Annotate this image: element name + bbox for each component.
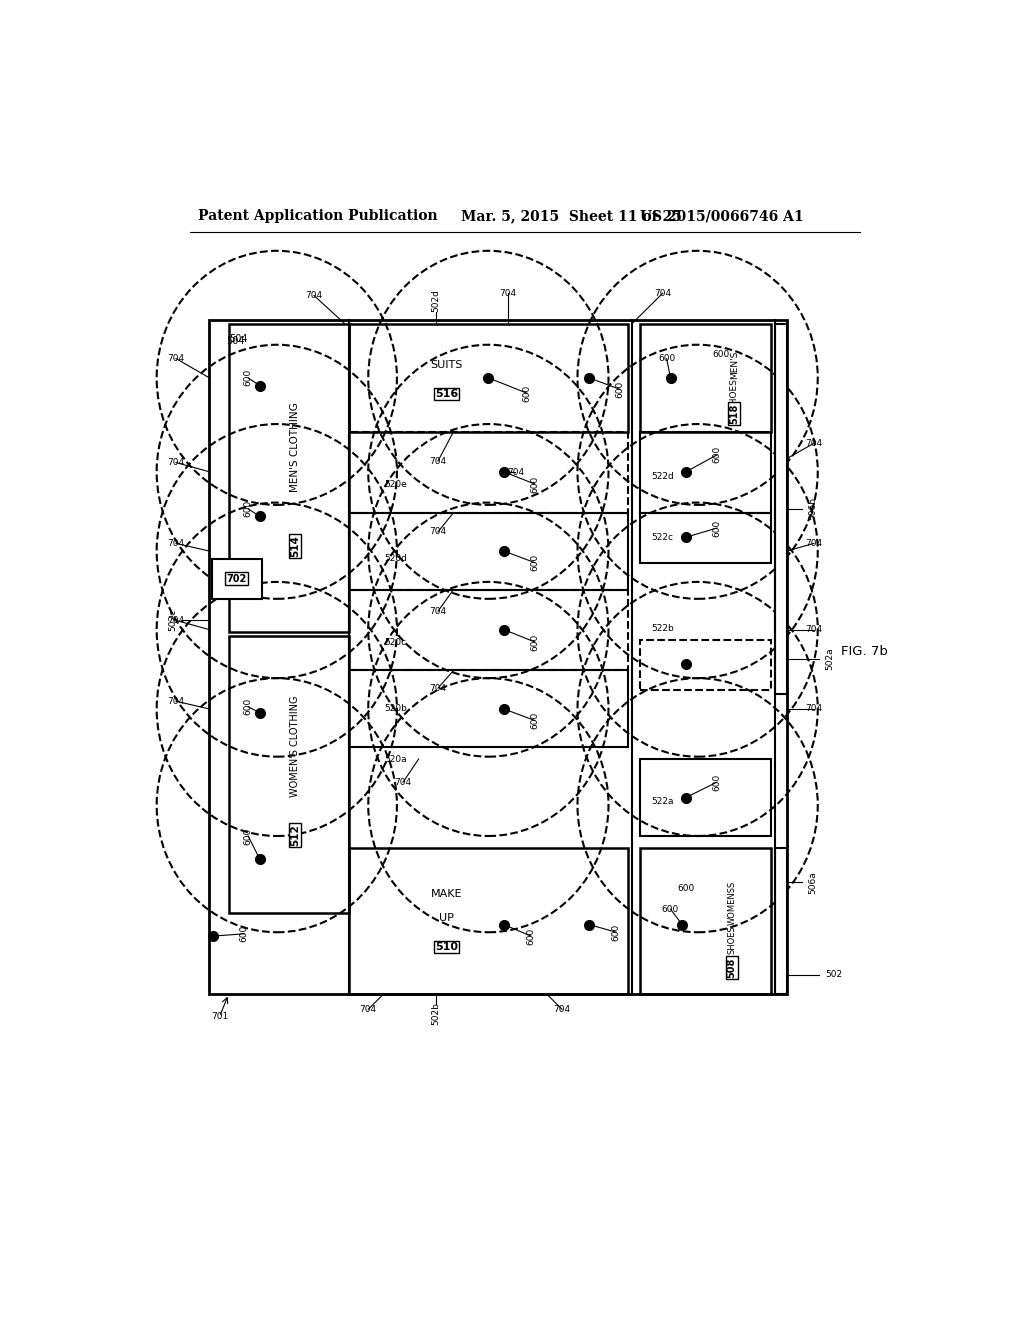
Bar	[209, 321, 786, 994]
Text: 704: 704	[168, 697, 184, 706]
Text: 600: 600	[522, 384, 531, 401]
Text: 508: 508	[727, 957, 736, 978]
Text: 704: 704	[429, 684, 446, 693]
Bar	[228, 323, 349, 632]
Text: SUITS: SUITS	[430, 360, 463, 370]
Text: 704: 704	[805, 626, 822, 634]
Text: 502: 502	[825, 970, 843, 979]
Text: FIG. 7b: FIG. 7b	[841, 644, 888, 657]
Text: 600: 600	[615, 380, 625, 399]
Text: 704: 704	[429, 607, 446, 615]
Text: 600: 600	[244, 370, 253, 387]
Text: 502b: 502b	[431, 1002, 440, 1024]
Text: 600: 600	[713, 519, 722, 537]
Text: 702: 702	[226, 574, 247, 583]
Text: 600: 600	[530, 554, 540, 572]
Text: 704: 704	[305, 290, 323, 300]
Text: 522d: 522d	[651, 471, 674, 480]
Bar	[775, 323, 786, 693]
Text: 506a: 506a	[809, 871, 817, 894]
Text: 510: 510	[435, 942, 458, 952]
Text: 600: 600	[530, 475, 540, 492]
Text: 704: 704	[429, 528, 446, 536]
Text: 600: 600	[712, 350, 729, 359]
Bar	[640, 432, 771, 512]
Text: 600: 600	[240, 925, 249, 942]
Text: 704: 704	[805, 539, 822, 548]
Bar	[349, 671, 628, 747]
Text: 504: 504	[226, 335, 245, 346]
Text: 520b: 520b	[384, 705, 407, 713]
Text: 704: 704	[553, 1005, 570, 1014]
Text: 600: 600	[713, 774, 722, 791]
Bar	[349, 512, 628, 590]
Text: 502d: 502d	[431, 289, 440, 313]
Bar	[640, 640, 771, 689]
Text: 704: 704	[429, 457, 446, 466]
Text: 600: 600	[244, 828, 253, 845]
Text: 704: 704	[168, 458, 184, 467]
Text: 600: 600	[530, 711, 540, 729]
Text: 704: 704	[805, 438, 822, 447]
Text: 514: 514	[290, 535, 300, 557]
Text: 516: 516	[435, 389, 458, 399]
Text: /: /	[394, 725, 396, 731]
Text: 512: 512	[290, 825, 300, 846]
Text: 704: 704	[654, 289, 672, 297]
Text: SHOES,: SHOES,	[727, 923, 736, 954]
Text: 600: 600	[677, 884, 694, 894]
Bar	[640, 847, 771, 994]
Text: 502c: 502c	[169, 610, 177, 631]
Text: Patent Application Publication: Patent Application Publication	[198, 209, 437, 223]
Bar	[349, 847, 628, 994]
Text: 704: 704	[805, 705, 822, 713]
Bar	[640, 759, 771, 836]
Text: US 2015/0066746 A1: US 2015/0066746 A1	[640, 209, 803, 223]
Text: 704: 704	[168, 616, 184, 624]
Bar	[349, 432, 628, 512]
Text: 704: 704	[359, 1005, 377, 1014]
Text: 600: 600	[530, 634, 540, 651]
Text: WOMENSS: WOMENSS	[727, 880, 736, 925]
Text: 520d: 520d	[384, 554, 407, 564]
Text: MAKE: MAKE	[431, 890, 462, 899]
Text: 704: 704	[507, 469, 524, 477]
Text: 600: 600	[244, 500, 253, 517]
Text: 518: 518	[729, 403, 739, 424]
Text: 600: 600	[662, 904, 679, 913]
Text: 704: 704	[168, 539, 184, 548]
Text: 600: 600	[244, 698, 253, 715]
Text: 704: 704	[499, 289, 516, 297]
Text: WOMEN'S CLOTHING: WOMEN'S CLOTHING	[290, 696, 300, 797]
Text: 502a: 502a	[825, 648, 835, 671]
Bar	[228, 636, 349, 913]
Text: UP: UP	[439, 912, 454, 923]
Text: 600: 600	[713, 446, 722, 463]
Text: 522c: 522c	[651, 533, 673, 543]
Text: MEN'S CLOTHING: MEN'S CLOTHING	[290, 403, 300, 492]
Text: Mar. 5, 2015  Sheet 11 of 25: Mar. 5, 2015 Sheet 11 of 25	[461, 209, 682, 223]
Bar	[775, 847, 786, 994]
Text: SHOES: SHOES	[730, 379, 739, 409]
Bar	[640, 512, 771, 562]
Text: 701: 701	[211, 1012, 228, 1022]
Bar	[349, 590, 628, 671]
Text: MEN'S: MEN'S	[730, 351, 739, 379]
Text: 600: 600	[526, 928, 536, 945]
Text: 522a: 522a	[651, 797, 674, 805]
Text: 520c: 520c	[384, 638, 407, 647]
Text: 704: 704	[168, 354, 184, 363]
Bar	[212, 558, 262, 599]
Text: 704: 704	[394, 777, 412, 787]
Text: 504: 504	[228, 334, 247, 345]
Bar	[349, 323, 628, 432]
Text: 600: 600	[658, 354, 675, 363]
Text: 520e: 520e	[384, 479, 407, 488]
Text: 520a: 520a	[384, 755, 407, 763]
Text: 506b: 506b	[809, 498, 817, 520]
Text: 600: 600	[611, 924, 621, 941]
Bar	[640, 323, 771, 432]
Text: 522b: 522b	[651, 623, 674, 632]
